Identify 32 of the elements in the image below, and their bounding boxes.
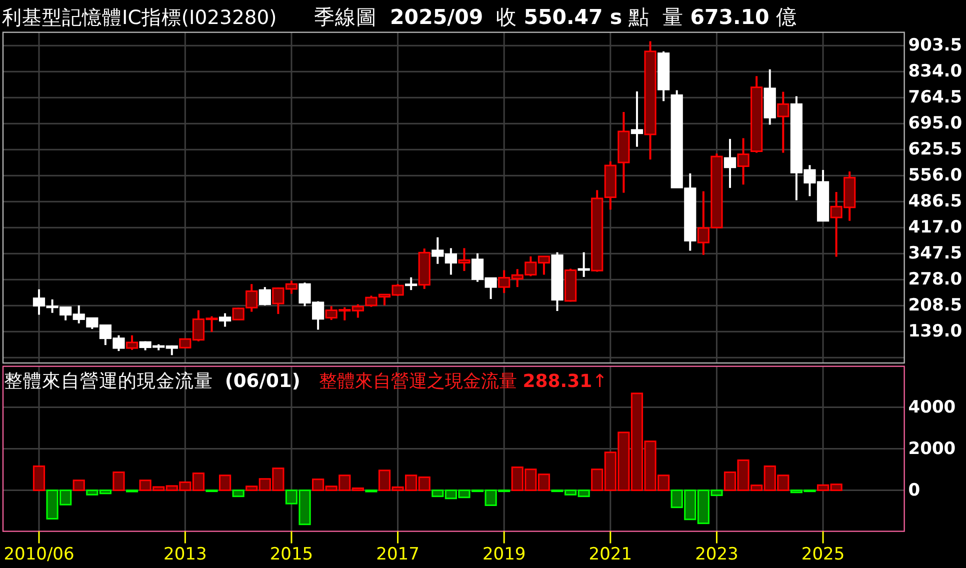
y-tick-label: 0: [908, 480, 920, 500]
x-tick-label: 2017: [376, 544, 420, 564]
x-tick-label: 2025: [801, 544, 845, 564]
bar: [72, 480, 85, 492]
y-tick-label: 764.5: [908, 88, 962, 108]
y-tick-label: 139.0: [908, 322, 962, 342]
y-tick-label: 486.5: [908, 192, 962, 212]
x-tick-label: 2019: [482, 544, 526, 564]
bar: [232, 490, 244, 498]
x-tick-label: 2023: [695, 544, 738, 564]
annotation: 整體來自營運之現金流量 288.31↑: [319, 371, 608, 392]
y-tick-label: 208.5: [908, 296, 962, 316]
y-tick-label: 625.5: [908, 140, 962, 160]
chart-title: 整體來自營運的現金流量 (06/01): [4, 370, 300, 392]
x-tick-label: 2015: [270, 544, 314, 564]
bar: [218, 474, 232, 492]
x-tick-label: 2021: [588, 544, 632, 564]
chart-title: 利基型記憶體IC指標(I023280): [2, 6, 277, 29]
y-tick-label: 903.5: [908, 36, 962, 56]
y-tick-label: 4000: [908, 397, 956, 418]
y-tick-label: 834.0: [908, 62, 962, 82]
y-tick-label: 556.0: [908, 166, 962, 186]
y-tick-label: 417.0: [908, 218, 962, 238]
bar: [32, 465, 46, 492]
bar: [112, 472, 125, 492]
y-tick-label: 695.0: [908, 114, 962, 134]
x-tick-label: 2010/06: [4, 544, 74, 564]
y-tick-label: 278.0: [908, 270, 962, 290]
y-tick-label: 347.5: [908, 244, 962, 264]
chart-subtitle: 季線圖 2025/09 收 550.47 s 點 量 673.10 億: [314, 5, 797, 29]
x-tick-label: 2013: [164, 544, 207, 564]
y-tick-label: 2000: [908, 438, 956, 459]
